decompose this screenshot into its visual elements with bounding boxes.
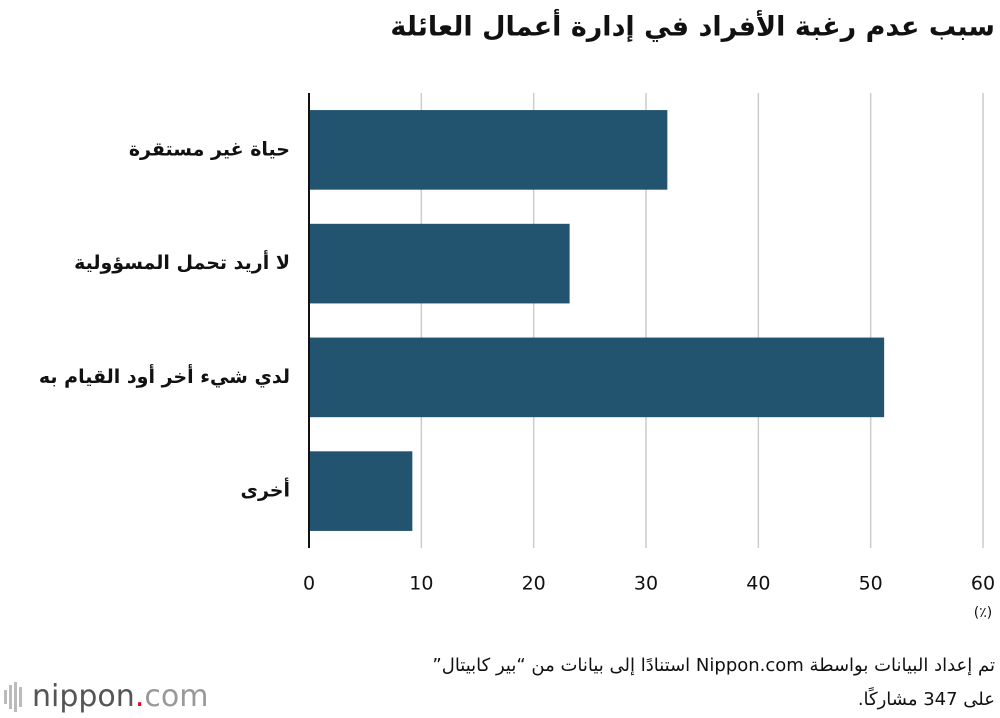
logo-suffix: com bbox=[144, 679, 208, 714]
x-tick-label: 40 bbox=[746, 573, 770, 595]
x-tick-label: 0 bbox=[303, 573, 315, 595]
y-tick-label: أخرى bbox=[241, 478, 290, 502]
source-line: تم إعداد البيانات بواسطة Nippon.com استن… bbox=[432, 655, 995, 676]
x-tick-label: 50 bbox=[859, 573, 883, 595]
y-tick-label: لدي شيء أخر أود القيام به bbox=[39, 364, 290, 389]
x-tick-label: 60 bbox=[971, 573, 995, 595]
bar bbox=[309, 110, 668, 190]
y-tick-label: حياة غير مستقرة bbox=[129, 138, 290, 160]
x-tick-label: 30 bbox=[634, 573, 658, 595]
bar bbox=[309, 337, 885, 418]
x-tick-label: 10 bbox=[409, 573, 433, 595]
bar bbox=[309, 451, 413, 531]
source-line: على 347 مشاركًا. bbox=[858, 687, 995, 710]
x-unit: (٪) bbox=[974, 605, 992, 621]
logo-icon bbox=[4, 682, 22, 712]
y-tick-label: لا أريد تحمل المسؤولية bbox=[74, 250, 290, 274]
logo-dot: . bbox=[135, 679, 145, 714]
logo-name: nippon bbox=[32, 679, 135, 714]
logo: nippon.com bbox=[32, 679, 208, 714]
x-tick-label: 20 bbox=[522, 573, 546, 595]
bar bbox=[309, 223, 570, 304]
chart-title: سبب عدم رغبة الأفراد في إدارة أعمال العا… bbox=[390, 9, 995, 43]
